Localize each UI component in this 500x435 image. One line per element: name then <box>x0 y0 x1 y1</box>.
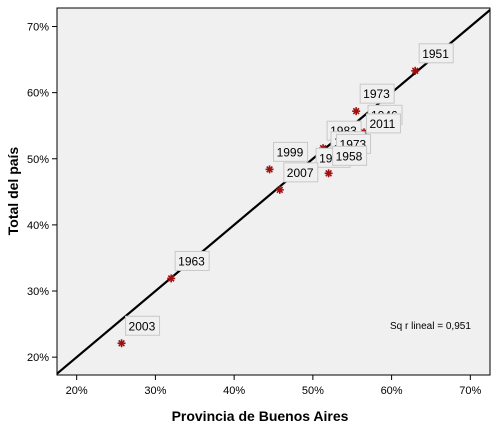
x-tick-label: 40% <box>223 385 245 397</box>
y-tick-label: 20% <box>27 352 49 364</box>
y-tick-label: 40% <box>27 220 49 232</box>
svg-text:1999: 1999 <box>277 145 304 159</box>
x-tick-label: 30% <box>144 385 166 397</box>
y-tick-label: 50% <box>27 154 49 166</box>
data-point <box>352 107 361 116</box>
svg-text:2007: 2007 <box>287 166 314 180</box>
data-point <box>265 165 274 174</box>
point-labels: 1951197319461983201119951973199919891958… <box>125 43 454 336</box>
data-point <box>275 185 284 194</box>
point-label: 1973 <box>359 83 395 104</box>
point-label: 2011 <box>365 113 401 134</box>
svg-text:2011: 2011 <box>369 117 395 131</box>
point-label: 1999 <box>273 141 309 162</box>
y-tick-label: 30% <box>27 286 49 298</box>
x-axis-title: Provincia de Buenos Aires <box>172 408 349 424</box>
y-axis-title: Total del país <box>5 147 21 236</box>
y-axis-ticks: 20% 30% 40% 50% 60% 70% <box>27 22 57 364</box>
data-point <box>324 169 333 178</box>
point-label: 1963 <box>174 250 210 271</box>
svg-text:2003: 2003 <box>129 319 156 333</box>
x-tick-label: 70% <box>459 385 481 397</box>
point-label: 2007 <box>283 162 319 183</box>
x-axis-ticks: 20% 30% 40% 50% 60% 70% <box>66 375 482 397</box>
x-tick-label: 20% <box>66 385 88 397</box>
svg-text:1958: 1958 <box>336 149 363 163</box>
x-tick-label: 50% <box>302 385 324 397</box>
y-tick-label: 70% <box>27 22 49 34</box>
y-tick-label: 60% <box>27 88 49 100</box>
point-label: 1951 <box>418 43 454 64</box>
point-label: 2003 <box>125 315 161 336</box>
x-tick-label: 60% <box>381 385 403 397</box>
svg-text:1963: 1963 <box>178 254 205 268</box>
svg-text:1951: 1951 <box>422 47 449 61</box>
data-point <box>411 66 420 75</box>
point-label: 1958 <box>332 145 368 166</box>
data-point <box>117 339 126 348</box>
r-squared-annotation: Sq r lineal = 0,951 <box>390 321 471 332</box>
data-point <box>167 274 176 283</box>
svg-text:1973: 1973 <box>363 87 390 101</box>
